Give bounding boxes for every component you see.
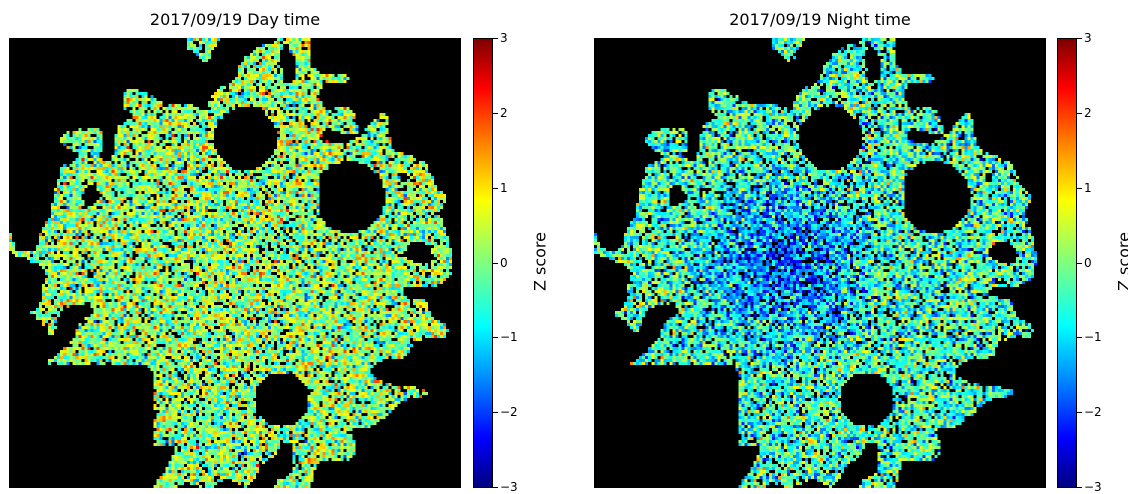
colorbar-tick [493, 487, 498, 488]
day-colorbar [473, 38, 493, 488]
colorbar-tick [493, 337, 498, 338]
colorbar-tick-label: 0 [500, 256, 508, 270]
colorbar-tick-label: −1 [500, 330, 518, 344]
colorbar-tick [1077, 412, 1082, 413]
night-heatmap [594, 38, 1046, 488]
colorbar-tick-label: −1 [1084, 330, 1102, 344]
colorbar-tick [1077, 113, 1082, 114]
colorbar-tick [493, 188, 498, 189]
colorbar-tick [493, 263, 498, 264]
colorbar-tick-label: −2 [1084, 405, 1102, 419]
colorbar-tick-label: 2 [500, 106, 508, 120]
colorbar-tick-label: −2 [500, 405, 518, 419]
colorbar-tick [1077, 38, 1082, 39]
night-colorbar-label: Z score [1114, 231, 1128, 291]
colorbar-tick-label: 2 [1084, 106, 1092, 120]
colorbar-tick-label: 3 [500, 31, 508, 45]
colorbar-tick [1077, 337, 1082, 338]
day-panel: 2017/09/19 Day time 3 2 1 0 −1 −2 −3 Z score [0, 0, 560, 494]
colorbar-tick-label: −3 [1084, 480, 1102, 494]
colorbar-tick [493, 412, 498, 413]
colorbar-tick [493, 38, 498, 39]
colorbar-tick-label: 3 [1084, 31, 1092, 45]
night-colorbar [1057, 38, 1077, 488]
colorbar-tick [1077, 263, 1082, 264]
colorbar-tick-label: 1 [1084, 181, 1092, 195]
colorbar-tick-label: 1 [500, 181, 508, 195]
colorbar-tick [493, 113, 498, 114]
colorbar-tick-label: 0 [1084, 256, 1092, 270]
day-title: 2017/09/19 Day time [149, 10, 321, 29]
night-title: 2017/09/19 Night time [729, 10, 911, 29]
day-heatmap [9, 38, 461, 488]
colorbar-tick-label: −3 [500, 480, 518, 494]
colorbar-tick [1077, 487, 1082, 488]
colorbar-tick [1077, 188, 1082, 189]
